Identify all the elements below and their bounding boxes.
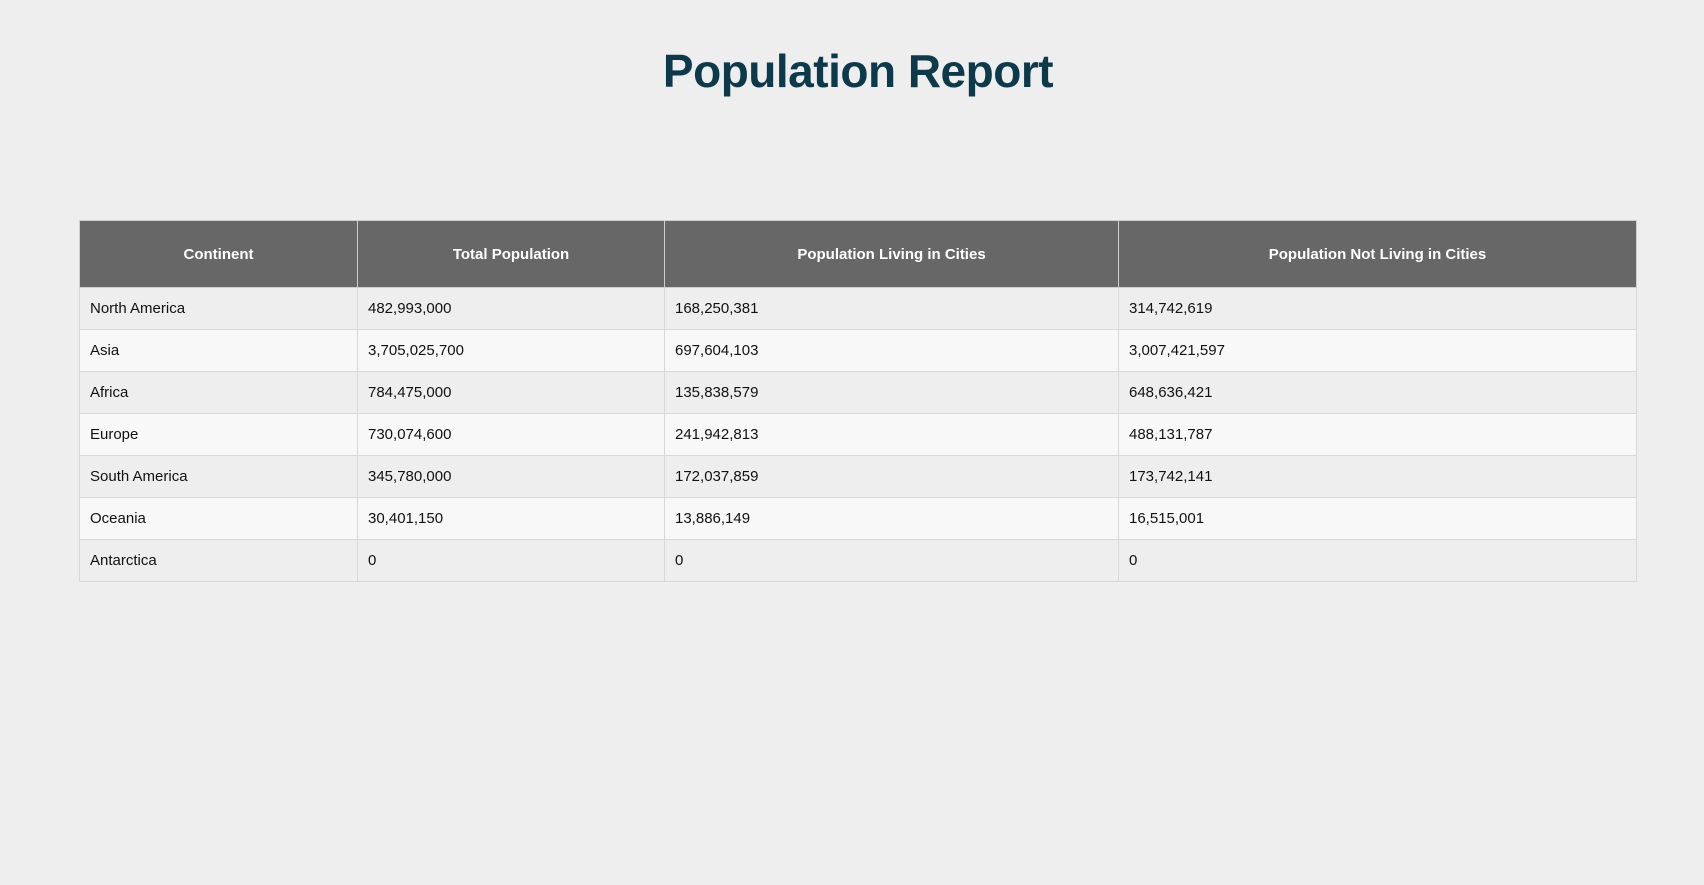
cell-population-not-in-cities: 0 <box>1118 539 1637 582</box>
header-total-population: Total Population <box>357 220 665 288</box>
cell-total-population: 784,475,000 <box>357 371 665 414</box>
cell-total-population: 482,993,000 <box>357 287 665 330</box>
cell-total-population: 30,401,150 <box>357 497 665 540</box>
population-table: Continent Total Population Population Li… <box>79 220 1637 582</box>
cell-population-not-in-cities: 16,515,001 <box>1118 497 1637 540</box>
header-row: Continent Total Population Population Li… <box>79 220 1637 288</box>
header-population-in-cities: Population Living in Cities <box>664 220 1119 288</box>
cell-population-in-cities: 0 <box>664 539 1119 582</box>
cell-continent: Antarctica <box>79 539 358 582</box>
table-row: Asia 3,705,025,700 697,604,103 3,007,421… <box>79 329 1637 372</box>
cell-population-in-cities: 241,942,813 <box>664 413 1119 456</box>
cell-continent: Europe <box>79 413 358 456</box>
table-row: North America 482,993,000 168,250,381 31… <box>79 287 1637 330</box>
cell-continent: South America <box>79 455 358 498</box>
cell-population-not-in-cities: 173,742,141 <box>1118 455 1637 498</box>
cell-continent: Oceania <box>79 497 358 540</box>
cell-population-in-cities: 697,604,103 <box>664 329 1119 372</box>
cell-total-population: 730,074,600 <box>357 413 665 456</box>
cell-continent: North America <box>79 287 358 330</box>
header-continent: Continent <box>79 220 358 288</box>
cell-total-population: 3,705,025,700 <box>357 329 665 372</box>
page-title: Population Report <box>662 45 1054 97</box>
cell-population-in-cities: 172,037,859 <box>664 455 1119 498</box>
table-row: Africa 784,475,000 135,838,579 648,636,4… <box>79 371 1637 414</box>
cell-continent: Africa <box>79 371 358 414</box>
cell-total-population: 345,780,000 <box>357 455 665 498</box>
header-population-not-in-cities: Population Not Living in Cities <box>1118 220 1637 288</box>
table-body: North America 482,993,000 168,250,381 31… <box>79 287 1637 582</box>
table-row: South America 345,780,000 172,037,859 17… <box>79 455 1637 498</box>
cell-total-population: 0 <box>357 539 665 582</box>
cell-population-not-in-cities: 488,131,787 <box>1118 413 1637 456</box>
table-row: Antarctica 0 0 0 <box>79 539 1637 582</box>
cell-population-not-in-cities: 3,007,421,597 <box>1118 329 1637 372</box>
table-row: Oceania 30,401,150 13,886,149 16,515,001 <box>79 497 1637 540</box>
cell-population-in-cities: 168,250,381 <box>664 287 1119 330</box>
cell-population-not-in-cities: 314,742,619 <box>1118 287 1637 330</box>
cell-population-not-in-cities: 648,636,421 <box>1118 371 1637 414</box>
cell-population-in-cities: 135,838,579 <box>664 371 1119 414</box>
cell-population-in-cities: 13,886,149 <box>664 497 1119 540</box>
table-row: Europe 730,074,600 241,942,813 488,131,7… <box>79 413 1637 456</box>
cell-continent: Asia <box>79 329 358 372</box>
table-header: Continent Total Population Population Li… <box>79 220 1637 288</box>
